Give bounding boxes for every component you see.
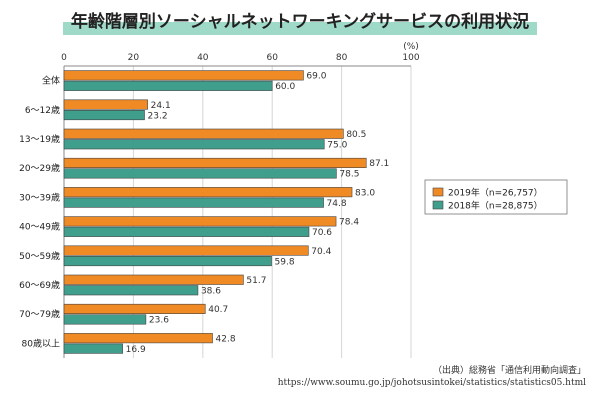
- x-tick-label: 40: [197, 53, 209, 63]
- data-label: 40.7: [208, 305, 228, 315]
- category-label: 20～29歳: [19, 162, 60, 174]
- data-label: 83.0: [355, 188, 375, 198]
- source-url: https://www.soumu.go.jp/johotsusintokei/…: [277, 378, 586, 388]
- bar: [63, 333, 213, 344]
- data-label: 70.4: [311, 247, 331, 257]
- x-tick-label: 60: [266, 53, 278, 63]
- bar: [63, 157, 367, 168]
- data-label: 78.4: [339, 218, 359, 228]
- category-label: 13～19歳: [19, 133, 60, 145]
- legend-box: [424, 179, 568, 215]
- data-label: 38.6: [201, 287, 221, 297]
- bar: [63, 139, 325, 150]
- bar: [63, 70, 304, 81]
- data-label: 74.8: [327, 199, 347, 209]
- category-label: 60～69歳: [19, 279, 60, 291]
- data-label: 60.0: [275, 82, 295, 92]
- category-label: 80歳以上: [22, 337, 60, 349]
- category-label: 全体: [42, 75, 60, 87]
- bar: [63, 216, 337, 227]
- chart-title-wrap: 年齢階層別ソーシャルネットワーキングサービスの利用状況: [0, 6, 600, 35]
- bar: [63, 110, 145, 121]
- data-label: 80.5: [346, 130, 366, 140]
- bar: [63, 197, 324, 208]
- data-label: 70.6: [312, 228, 332, 238]
- data-label: 51.7: [246, 276, 266, 286]
- bar: [63, 274, 244, 285]
- bar: [63, 314, 147, 325]
- data-label: 59.8: [275, 257, 295, 267]
- data-label: 75.0: [327, 141, 347, 151]
- x-tick-label: 20: [128, 53, 140, 63]
- x-tick-label: 100: [402, 53, 419, 63]
- bar: [63, 80, 273, 91]
- bar: [63, 99, 148, 110]
- bar: [63, 285, 199, 296]
- data-label: 16.9: [126, 345, 146, 355]
- category-label: 6～12歳: [25, 104, 60, 116]
- data-label: 78.5: [339, 170, 359, 180]
- data-label: 69.0: [306, 72, 326, 82]
- unit-label: (%): [403, 42, 419, 52]
- legend-label: 2019年（n=26,757）: [448, 187, 543, 199]
- bar: [63, 226, 310, 237]
- category-label: 70～79歳: [19, 308, 60, 320]
- data-label: 23.2: [148, 111, 168, 121]
- bar: [63, 187, 353, 198]
- source-note: （出典）総務省「通信利用動向調査」: [432, 366, 586, 376]
- legend-swatch: [432, 200, 444, 210]
- x-tick-label: 80: [336, 53, 348, 63]
- bar: [63, 303, 206, 315]
- bar: [63, 255, 272, 267]
- category-label: 50～59歳: [19, 250, 60, 262]
- data-label: 42.8: [216, 334, 236, 344]
- data-label: 23.6: [149, 316, 169, 326]
- bar: [63, 168, 337, 179]
- data-label: 24.1: [151, 101, 171, 111]
- legend-swatch: [432, 187, 444, 197]
- x-tick-label: 0: [61, 53, 67, 63]
- category-label: 40～49歳: [19, 221, 60, 233]
- bar: [63, 245, 309, 256]
- chart-title: 年齢階層別ソーシャルネットワーキングサービスの利用状況: [62, 6, 538, 35]
- data-label: 87.1: [369, 159, 389, 169]
- legend-label: 2018年（n=28,875）: [448, 200, 543, 212]
- bar: [63, 128, 344, 139]
- category-label: 30～39歳: [19, 191, 60, 203]
- bar: [63, 343, 123, 354]
